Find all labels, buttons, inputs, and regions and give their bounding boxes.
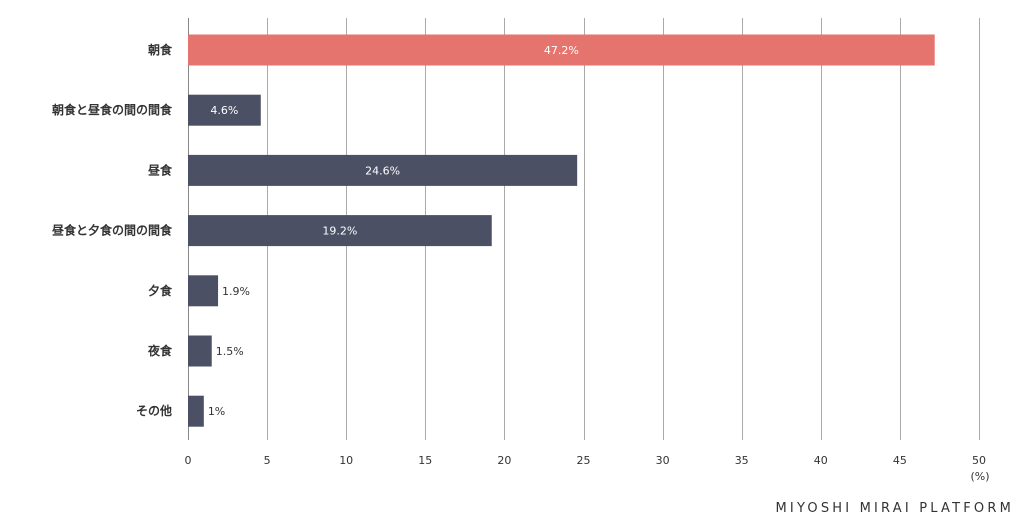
x-tick-label: 45 [893,454,907,467]
x-tick-label: 25 [577,454,591,467]
bar-2 [188,154,578,186]
bar-4 [188,275,219,307]
x-tick-label: 35 [735,454,749,467]
x-tick-label: 30 [656,454,670,467]
bar-6 [188,395,204,427]
gridlines [188,18,980,440]
x-tick-label: 20 [497,454,511,467]
category-label: 昼食と夕食の間の間食 [51,223,173,238]
value-label: 47.2% [544,44,579,57]
x-axis-ticks: 0 5 10 15 20 25 30 35 40 45 50 [185,454,987,467]
value-label: 1.9% [222,285,250,298]
brand-logo-text: MIYOSHI MIRAI PLATFORM [775,501,1014,516]
bar-3 [188,215,492,247]
value-labels: 47.2% 4.6% 24.6% 19.2% 1.9% 1.5% 1% [208,44,579,418]
x-tick-label: 0 [185,454,192,467]
x-tick-label: 40 [814,454,828,467]
value-label: 4.6% [210,104,238,117]
category-label: 夕食 [148,283,173,298]
bars [188,34,935,427]
bar-5 [188,335,212,367]
category-label: 朝食と昼食の間の間食 [52,102,173,117]
category-label: 朝食 [148,42,173,57]
value-label: 19.2% [322,225,357,238]
x-tick-label: 15 [418,454,432,467]
bar-0 [188,34,935,66]
x-tick-label: 10 [339,454,353,467]
category-label: 昼食 [147,162,173,177]
value-label: 1% [208,405,225,418]
x-tick-label: 5 [264,454,271,467]
value-label: 1.5% [216,345,244,358]
x-axis-unit-label: (%) [970,470,989,483]
x-tick-label: 50 [972,454,986,467]
category-label: その他 [136,403,172,418]
category-label: 夜食 [147,343,173,358]
bar-1 [188,94,261,126]
value-label: 24.6% [365,164,400,177]
